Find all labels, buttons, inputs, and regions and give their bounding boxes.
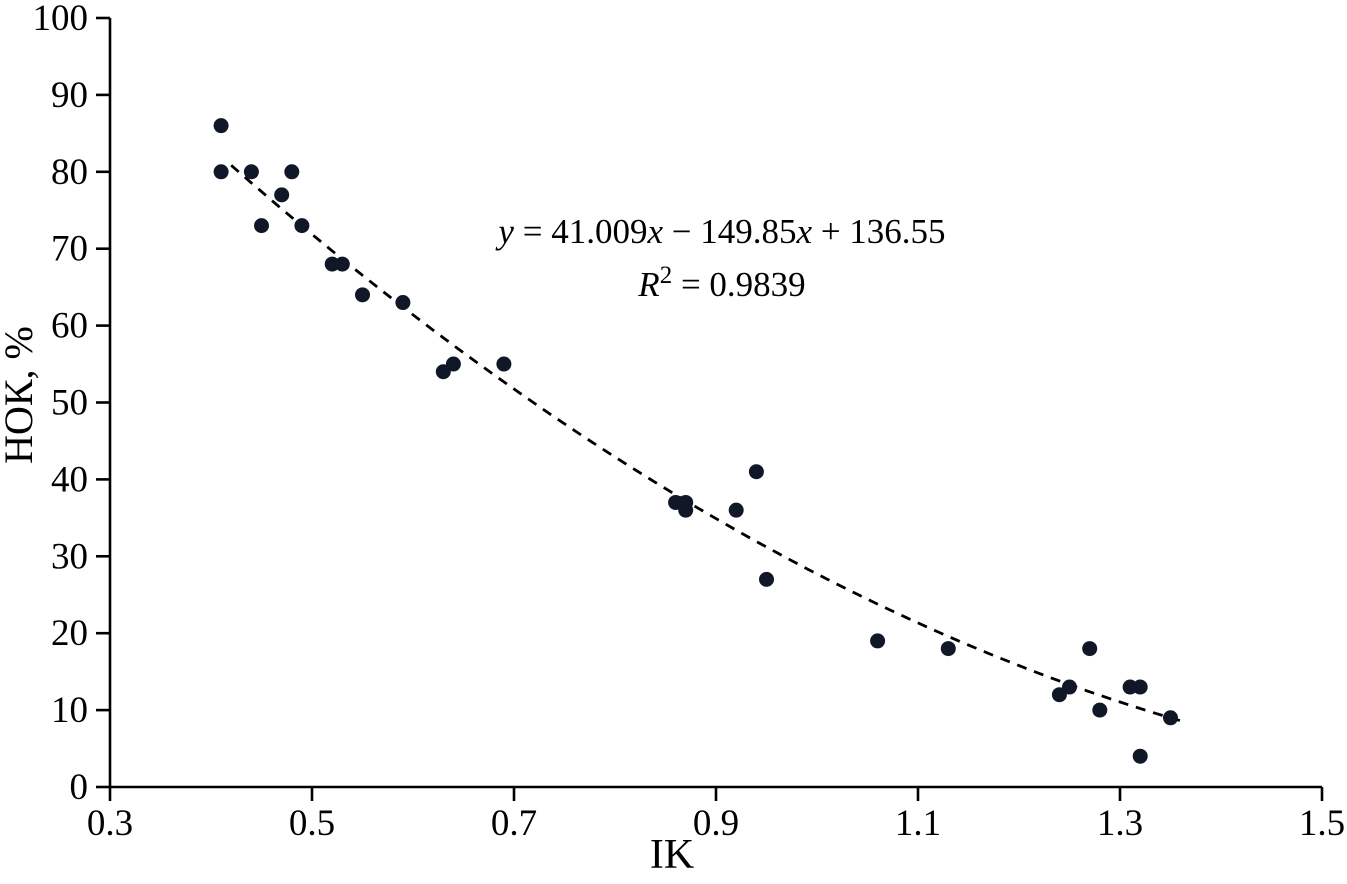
trendline: [230, 164, 1181, 723]
y-tick-label: 100: [33, 0, 89, 39]
equation-line: y = 41.009x − 149.85x + 136.55: [495, 212, 945, 251]
y-tick-label: 20: [51, 613, 88, 654]
data-point: [274, 187, 290, 203]
data-point: [445, 356, 461, 372]
axis-ticks: [96, 16, 1324, 801]
data-point: [395, 295, 411, 311]
x-tick-label: 1.3: [1097, 803, 1143, 844]
y-tick-label: 90: [51, 75, 88, 116]
equation-segment: x: [646, 212, 663, 251]
x-tick-label: 1.5: [1299, 803, 1345, 844]
y-tick-label: 0: [70, 767, 89, 808]
data-point: [213, 118, 229, 134]
equation-segment: = 41.009: [514, 212, 648, 251]
data-point: [728, 502, 744, 518]
x-axis-label: IK: [650, 832, 694, 878]
data-point: [1092, 702, 1108, 718]
data-point: [243, 164, 259, 180]
data-point: [1082, 641, 1098, 657]
y-tick-label: 50: [51, 383, 88, 424]
data-point: [334, 256, 350, 272]
data-points: [213, 118, 1178, 764]
equation-segment: = 0.9839: [672, 265, 806, 304]
y-tick-label: 60: [51, 306, 88, 347]
x-tick-label: 0.9: [693, 803, 739, 844]
y-tick-label: 80: [51, 152, 88, 193]
y-tick-label: 40: [51, 459, 88, 500]
axes: [108, 18, 1322, 789]
x-tick-label: 0.7: [491, 803, 537, 844]
data-point: [940, 641, 956, 657]
equation-segment: − 149.85: [663, 212, 797, 251]
data-point: [870, 633, 886, 649]
trendline-path: [230, 164, 1181, 723]
data-point: [748, 464, 764, 480]
data-point: [1062, 679, 1077, 695]
equation-segment: R: [637, 265, 659, 304]
data-point: [1132, 679, 1148, 695]
data-point: [496, 356, 512, 372]
x-tick-label: 1.1: [895, 803, 941, 844]
data-point: [355, 287, 370, 303]
data-point: [1163, 710, 1178, 726]
x-tick-label: 0.5: [289, 803, 335, 844]
equation-segment: 2: [660, 262, 673, 289]
equation-segment: y: [495, 212, 514, 251]
data-point: [284, 164, 300, 180]
y-tick-label: 70: [51, 229, 88, 270]
data-point: [294, 218, 310, 234]
data-point: [678, 502, 694, 518]
y-axis-label: НОК, %: [0, 326, 41, 464]
y-tick-label: 30: [51, 536, 88, 577]
data-point: [759, 571, 774, 587]
equation-segment: + 136.55: [812, 212, 946, 251]
data-point: [213, 164, 229, 180]
tick-labels: 0 10 20 30 40 50 60 70 80 90 100 0.3 0.5 0.7 0.9 1.1 1.3…: [33, 0, 1346, 844]
y-tick-label: 10: [51, 690, 88, 731]
equation-segment: x: [796, 212, 813, 251]
data-point: [254, 218, 269, 234]
data-point: [1132, 748, 1148, 764]
r-squared-line: R2 = 0.9839: [637, 262, 805, 304]
x-tick-label: 0.3: [87, 803, 133, 844]
